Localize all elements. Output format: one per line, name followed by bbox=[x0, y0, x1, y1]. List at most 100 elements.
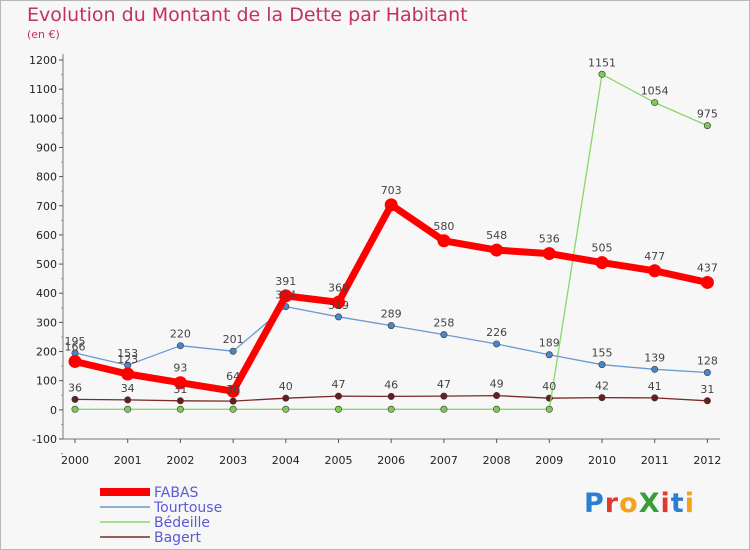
data-label-tourtouse: 226 bbox=[486, 326, 507, 339]
data-label-fabas: 703 bbox=[381, 184, 402, 197]
y-tick-label: 800 bbox=[36, 171, 57, 184]
x-tick-label: 2005 bbox=[325, 454, 353, 467]
data-label-bagert: 46 bbox=[384, 378, 398, 391]
data-label-fabas: 64 bbox=[226, 370, 240, 383]
data-point-tourtouse bbox=[598, 361, 606, 369]
data-label-bédeille: 975 bbox=[697, 108, 718, 121]
x-tick-label: 2004 bbox=[272, 454, 300, 467]
data-point-bédeille bbox=[124, 405, 132, 413]
x-tick-label: 2008 bbox=[483, 454, 511, 467]
data-label-tourtouse: 189 bbox=[539, 337, 560, 350]
x-tick-label: 2003 bbox=[219, 454, 247, 467]
data-label-fabas: 391 bbox=[275, 275, 296, 288]
data-label-tourtouse: 201 bbox=[223, 333, 244, 346]
data-label-bédeille: 1151 bbox=[588, 56, 616, 69]
y-tick-label: 200 bbox=[36, 346, 57, 359]
data-point-bédeille bbox=[282, 405, 290, 413]
y-tick-label: 1200 bbox=[29, 54, 57, 67]
data-point-fabas bbox=[437, 234, 451, 248]
legend-label-bédeille: Bédeille bbox=[154, 515, 210, 531]
data-point-fabas bbox=[279, 289, 293, 303]
data-point-fabas bbox=[68, 354, 82, 368]
data-labels: 36 34 31 30 40 47 46 47 49 40 42 41 31 1151 1054 975 195… bbox=[65, 56, 718, 396]
y-tick-label: 100 bbox=[36, 375, 57, 388]
data-label-fabas: 536 bbox=[539, 233, 560, 246]
data-point-bédeille bbox=[440, 405, 448, 413]
data-point-bagert bbox=[387, 392, 395, 400]
data-point-bagert bbox=[334, 392, 342, 400]
data-point-tourtouse bbox=[440, 331, 448, 339]
x-tick-label: 2006 bbox=[377, 454, 405, 467]
data-point-tourtouse bbox=[229, 347, 237, 355]
data-label-fabas: 93 bbox=[173, 362, 187, 375]
data-label-bagert: 36 bbox=[68, 381, 82, 394]
data-point-bédeille bbox=[176, 405, 184, 413]
legend-label-fabas: FABAS bbox=[154, 485, 199, 501]
logo-letter: X bbox=[638, 488, 661, 519]
data-point-bagert bbox=[71, 395, 79, 403]
legend-label-bagert: Bagert bbox=[154, 530, 201, 546]
y-tick-label: 500 bbox=[36, 258, 57, 271]
data-point-fabas bbox=[700, 275, 714, 289]
data-point-bagert bbox=[176, 397, 184, 405]
data-label-tourtouse: 354 bbox=[275, 289, 296, 302]
proxiti-logo: ProXiti bbox=[584, 488, 695, 519]
data-point-fabas bbox=[490, 243, 504, 257]
data-label-fabas: 437 bbox=[697, 261, 718, 274]
data-label-tourtouse: 319 bbox=[328, 299, 349, 312]
data-label-tourtouse: 155 bbox=[592, 347, 613, 360]
data-point-fabas bbox=[121, 367, 135, 381]
data-point-bagert bbox=[229, 397, 237, 405]
data-label-bagert: 42 bbox=[595, 380, 609, 393]
data-label-bagert: 31 bbox=[173, 383, 187, 396]
data-point-bédeille bbox=[651, 99, 659, 107]
data-label-fabas: 477 bbox=[644, 250, 665, 263]
data-label-bagert: 31 bbox=[700, 383, 714, 396]
x-tick-label: 2002 bbox=[166, 454, 194, 467]
data-point-bédeille bbox=[229, 405, 237, 413]
data-label-tourtouse: 153 bbox=[117, 347, 138, 360]
data-point-fabas bbox=[226, 384, 240, 398]
data-point-bagert bbox=[440, 392, 448, 400]
y-tick-label: 900 bbox=[36, 141, 57, 154]
y-tick-label: 700 bbox=[36, 200, 57, 213]
data-point-tourtouse bbox=[493, 340, 501, 348]
data-label-bagert: 47 bbox=[332, 378, 346, 391]
data-label-tourtouse: 139 bbox=[644, 351, 665, 364]
data-point-tourtouse bbox=[176, 342, 184, 350]
y-tick-label: 300 bbox=[36, 316, 57, 329]
chart-title: Evolution du Montant de la Dette par Hab… bbox=[27, 4, 468, 26]
data-label-bagert: 40 bbox=[279, 380, 293, 393]
data-point-fabas bbox=[384, 198, 398, 212]
data-label-bagert: 40 bbox=[542, 380, 556, 393]
data-label-fabas: 166 bbox=[65, 340, 86, 353]
data-point-fabas bbox=[542, 247, 556, 261]
y-tick-label: 1000 bbox=[29, 112, 57, 125]
data-point-bagert bbox=[651, 394, 659, 402]
series-line-bédeille bbox=[74, 73, 709, 410]
data-label-fabas: 580 bbox=[433, 220, 454, 233]
chart-axes: -100 0 100 200 300 400 500 600 700 800 900 1000 1100… bbox=[29, 54, 721, 467]
data-point-bagert bbox=[124, 396, 132, 404]
data-point-fabas bbox=[648, 264, 662, 278]
data-point-bédeille bbox=[598, 70, 606, 78]
data-point-fabas bbox=[173, 376, 187, 390]
y-tick-label: -100 bbox=[32, 433, 57, 446]
series-line-fabas bbox=[71, 201, 711, 395]
data-label-bagert: 30 bbox=[226, 383, 240, 396]
data-point-bédeille bbox=[703, 122, 711, 130]
data-label-bédeille: 1054 bbox=[641, 85, 669, 98]
data-label-tourtouse: 220 bbox=[170, 328, 191, 341]
data-point-bagert bbox=[493, 392, 501, 400]
data-point-bagert bbox=[598, 394, 606, 402]
data-point-fabas bbox=[595, 256, 609, 270]
plot-area bbox=[68, 70, 714, 413]
data-point-bédeille bbox=[334, 405, 342, 413]
chart-subtitle: (en €) bbox=[27, 28, 60, 41]
y-tick-label: 1100 bbox=[29, 83, 57, 96]
y-tick-label: 0 bbox=[50, 404, 57, 417]
x-tick-label: 2012 bbox=[693, 454, 721, 467]
